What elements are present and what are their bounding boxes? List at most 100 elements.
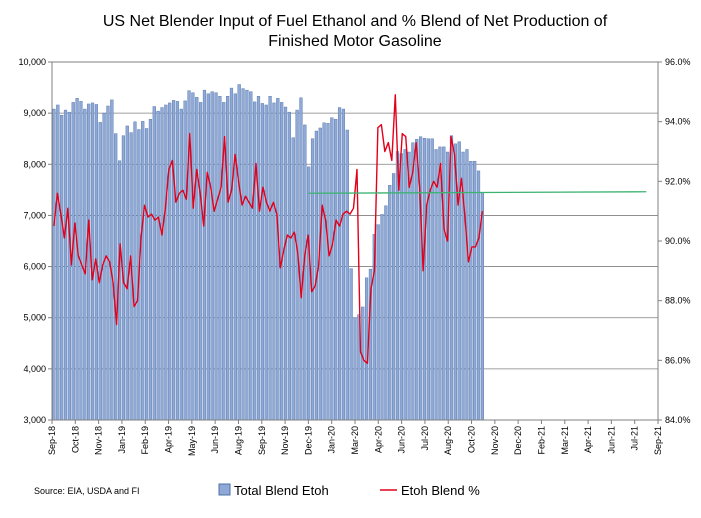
bar [183, 100, 187, 421]
bar [245, 89, 249, 421]
x-tick-label: Aug-19 [233, 426, 243, 455]
bar [75, 98, 79, 421]
bar [237, 84, 241, 421]
x-tick-label: Jan-20 [327, 426, 337, 454]
x-tick-label: Mar-20 [350, 426, 360, 455]
y-left-tick-label: 4,000 [23, 364, 46, 374]
bar [199, 102, 203, 421]
bar [179, 108, 183, 421]
bar [171, 100, 176, 421]
x-tick-label: Oct-18 [70, 426, 80, 453]
x-tick-label: Apr-21 [583, 426, 593, 453]
bar [326, 123, 330, 421]
bar [114, 133, 118, 421]
etoh-blend-line [53, 94, 484, 365]
x-tick-label: May-19 [187, 426, 197, 456]
bar [202, 89, 207, 421]
bar [384, 205, 388, 421]
y-left-tick-label: 10,000 [18, 57, 46, 67]
bar [395, 151, 400, 421]
legend-label-bars: Total Blend Etoh [234, 483, 329, 498]
bar [249, 91, 253, 421]
bar [422, 137, 427, 421]
bar [380, 214, 384, 421]
x-tick-label: Jul-21 [630, 426, 640, 451]
x-tick-label: Jun-20 [397, 426, 407, 454]
bar [264, 104, 268, 421]
bar [345, 129, 349, 421]
bar [144, 128, 149, 421]
y-right-tick-label: 94.0% [665, 117, 691, 127]
line-series [53, 94, 647, 365]
bar [411, 142, 415, 421]
bar [233, 93, 237, 421]
bar [56, 104, 60, 421]
bar [214, 92, 218, 421]
bar [52, 108, 56, 421]
bar [330, 117, 334, 421]
bar [291, 137, 295, 421]
bar [195, 97, 199, 421]
bar [218, 96, 222, 421]
y-right-tick-label: 96.0% [665, 57, 691, 67]
bar [283, 106, 288, 421]
y-right-tick-label: 90.0% [665, 236, 691, 246]
bar [241, 88, 245, 421]
bar [403, 149, 407, 421]
bar [67, 111, 71, 421]
bar [353, 317, 357, 421]
x-tick-label: Oct-20 [467, 426, 477, 453]
bar [341, 108, 346, 421]
bar [106, 105, 110, 421]
bar [168, 102, 172, 421]
bar [361, 306, 365, 421]
bar [376, 224, 380, 421]
legend-label-line: Etoh Blend % [401, 483, 480, 498]
y-right-tick-label: 88.0% [665, 296, 691, 306]
chart-title-line2: Finished Motor Gasoline [268, 33, 442, 50]
bar [473, 161, 477, 421]
legend-swatch-bars [218, 483, 231, 496]
x-tick-label: Jul-20 [420, 426, 430, 451]
bar [399, 153, 403, 421]
y-left-tick-label: 6,000 [23, 262, 46, 272]
x-tick-label: Nov-18 [94, 426, 104, 455]
bar [272, 102, 276, 421]
bar [349, 268, 353, 421]
bar [318, 127, 322, 421]
y-left-tick-label: 3,000 [23, 415, 46, 425]
x-tick-label: Aug-20 [443, 426, 453, 455]
bar [156, 110, 160, 421]
reference-line [308, 191, 647, 194]
x-tick-label: Sep-21 [653, 426, 663, 455]
x-tick-label: Apr-19 [164, 426, 174, 453]
source-note: Source: EIA, USDA and FI [34, 486, 140, 496]
bar [287, 111, 291, 421]
bar [415, 139, 419, 421]
bar [160, 107, 164, 421]
bar [260, 103, 264, 421]
bar [229, 87, 234, 421]
bar [334, 119, 338, 421]
bar [141, 121, 145, 421]
chart-title-line1: US Net Blender Input of Fuel Ethanol and… [103, 13, 608, 30]
x-tick-label: Jun-21 [606, 426, 616, 454]
bar [63, 109, 68, 421]
bar [392, 173, 396, 421]
x-tick-label: Sep-19 [257, 426, 267, 455]
x-tick-label: Sep-18 [47, 426, 57, 455]
x-tick-label: Apr-20 [373, 426, 383, 453]
y-axis-right: 84.0% 86.0% 88.0% 90.0% 92.0% 94.0% 96.0% [658, 57, 691, 425]
bar [322, 122, 326, 421]
bar [256, 96, 261, 421]
bar [476, 170, 481, 421]
bar [480, 192, 484, 421]
bar [87, 103, 91, 421]
bar [442, 146, 446, 421]
y-left-tick-label: 8,000 [23, 159, 46, 169]
bar [60, 114, 64, 421]
bar [206, 93, 210, 421]
bar [438, 146, 442, 421]
bar [307, 166, 311, 421]
